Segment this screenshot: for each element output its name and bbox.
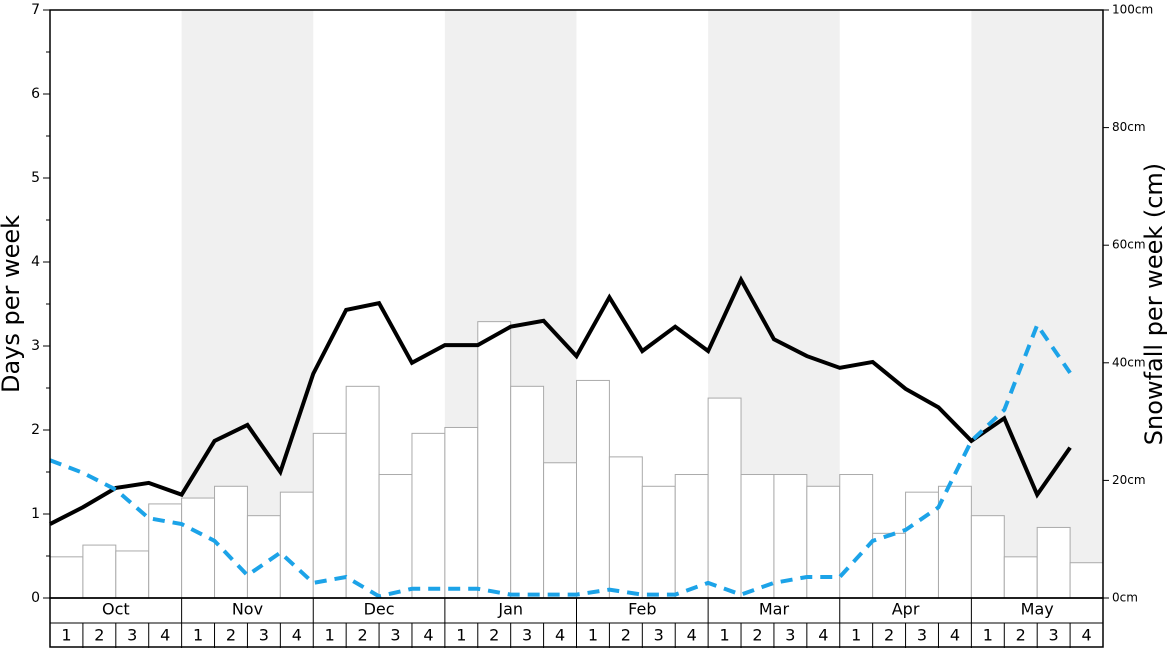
bar [444,426,479,599]
x-tick-label: 1 [983,626,993,645]
bar [806,485,841,599]
x-tick-label: 3 [1049,626,1059,645]
bar [707,397,742,599]
line [49,275,1072,526]
y-tick-label: 6 [31,86,40,102]
y-axis-label: Days per week [0,215,25,393]
x-tick-label: 2 [226,626,236,645]
x-tick-label: 1 [588,626,598,645]
bar [905,491,939,599]
x-tick-label: 1 [719,626,729,645]
bar [477,321,512,599]
bar [279,491,314,599]
bar [576,379,610,599]
bar [345,385,380,599]
x-tick-label: 4 [555,626,565,645]
month-label: Feb [628,600,656,619]
y2-tick-label: 40cm [1112,355,1146,369]
x-tick-label: 2 [94,626,104,645]
month-label: Mar [759,600,790,619]
bar [839,474,874,599]
x-tick-label: 2 [752,626,762,645]
x-tick-label: 4 [292,626,302,645]
bar [214,485,248,599]
month-label: Apr [892,600,920,619]
x-tick-label: 3 [654,626,664,645]
bar [641,485,676,599]
y2-tick-label: 60cm [1112,238,1146,252]
x-tick-label: 3 [917,626,927,645]
x-tick-label: 3 [522,626,532,645]
x-tick-label: 3 [259,626,269,645]
bar [970,515,1005,599]
bar [1069,562,1104,599]
y2-tick-label: 100cm [1112,3,1153,17]
x-tick-label: 2 [489,626,499,645]
x-tick-label: 3 [785,626,795,645]
bar [411,432,446,599]
bar [49,556,84,599]
x-tick-label: 1 [325,626,335,645]
x-tick-label: 1 [456,626,466,645]
bar [82,544,117,599]
bar [510,385,545,599]
x-tick-label: 4 [1081,626,1091,645]
bar [378,474,413,599]
y-tick-label: 1 [31,506,40,522]
x-tick-label: 3 [127,626,137,645]
bar [115,550,150,599]
bar [872,532,907,599]
x-tick-label: 3 [390,626,400,645]
y2-tick-label: 20cm [1112,473,1146,487]
bar [608,456,643,599]
bar [1003,556,1038,599]
x-tick-label: 4 [687,626,697,645]
bar [312,432,347,599]
bar [543,462,577,599]
y2-tick-label: 80cm [1112,120,1146,134]
y-tick-label: 2 [31,422,40,438]
x-tick-label: 1 [61,626,71,645]
x-tick-label: 1 [851,626,861,645]
x-tick-label: 4 [160,626,170,645]
y-tick-label: 7 [31,2,40,18]
month-label: Dec [364,600,395,619]
bar [740,474,775,599]
y2-tick-label: 0cm [1112,591,1138,605]
y2-axis-label: Snowfall per week (cm) [1140,163,1168,445]
bar [937,485,972,599]
bar [1036,526,1071,599]
month-label: Jan [497,600,523,619]
x-tick-label: 4 [423,626,433,645]
y-tick-label: 0 [31,590,40,606]
month-label: May [1021,600,1054,619]
x-tick-label: 4 [950,626,960,645]
y-tick-label: 5 [31,170,40,186]
y-tick-label: 3 [31,338,40,354]
bar [674,474,709,599]
x-tick-label: 2 [358,626,368,645]
month-label: Nov [232,600,263,619]
x-tick-label: 1 [193,626,203,645]
bar [181,497,216,599]
x-tick-label: 4 [818,626,828,645]
x-tick-label: 2 [621,626,631,645]
x-tick-label: 2 [884,626,894,645]
month-shade [971,10,1103,598]
x-tick-label: 2 [1016,626,1026,645]
month-label: Oct [102,600,130,619]
y-tick-label: 4 [31,254,40,270]
